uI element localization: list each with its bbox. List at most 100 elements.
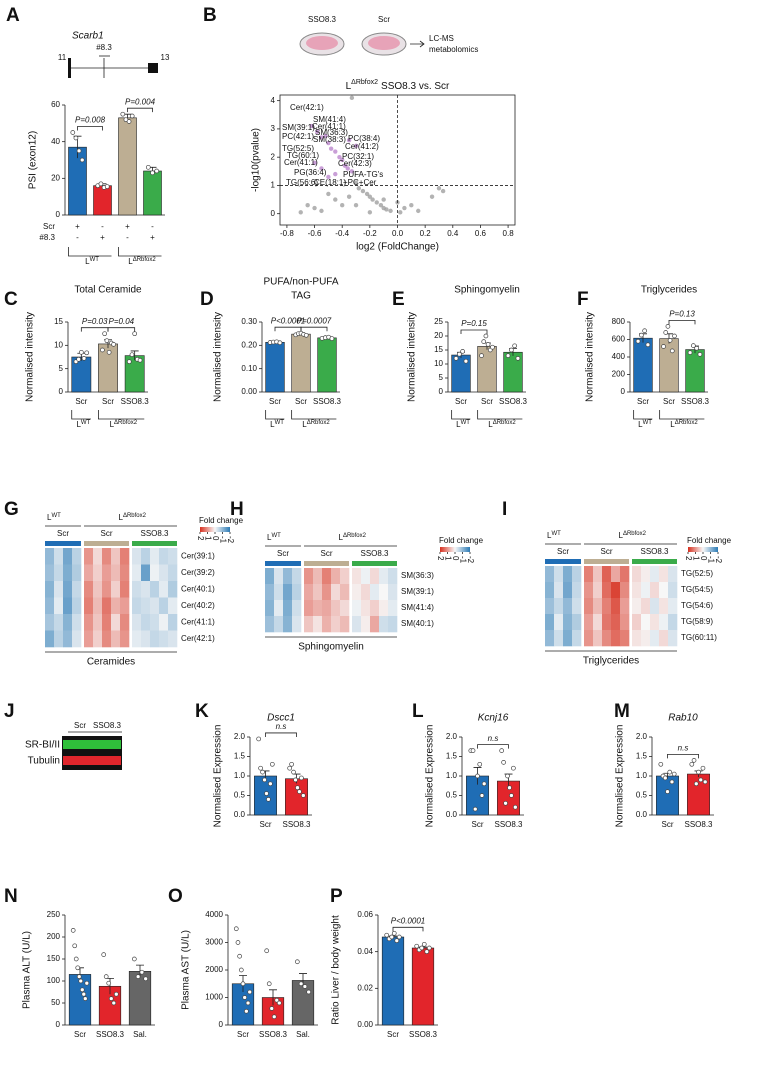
significance-bracket xyxy=(667,754,699,759)
x-tick-label: SSO8.3 xyxy=(409,1030,438,1039)
x-tick-label: SSO8.3 xyxy=(684,820,713,829)
data-point xyxy=(78,349,84,355)
significance-label: P=0.15 xyxy=(461,319,487,328)
heatmap-cell xyxy=(584,566,594,583)
heatmap-cell xyxy=(563,614,573,631)
heatmap-cell xyxy=(611,614,621,631)
group-label-base: L xyxy=(670,420,675,429)
heatmap-cell xyxy=(274,584,284,601)
heatmap-cell xyxy=(370,568,380,585)
data-point xyxy=(154,168,160,174)
data-point xyxy=(687,350,693,355)
row-label: Cer(40:2) xyxy=(181,601,215,610)
data-point xyxy=(402,205,407,211)
heatmap-cell xyxy=(361,600,371,617)
x-tick-label: Scr xyxy=(663,397,675,406)
heatmap-cell xyxy=(120,564,130,582)
panel-letter: J xyxy=(4,701,15,722)
heatmap-cell xyxy=(602,582,612,599)
heatmap-cell xyxy=(159,564,169,582)
data-point xyxy=(238,967,244,973)
significance-label: P<0.0001 xyxy=(271,316,305,325)
data-point xyxy=(312,205,317,211)
data-point xyxy=(391,930,397,936)
y-tick-label: 1.5 xyxy=(446,752,458,761)
chart-title: PUFA/non-PUFA xyxy=(263,277,338,288)
y-tick-label: 0.5 xyxy=(234,791,246,800)
heatmap-cell xyxy=(593,566,603,583)
heatmap-cell xyxy=(102,581,112,598)
heatmap-cell xyxy=(54,581,64,598)
heatmap-cell xyxy=(45,630,55,648)
data-point xyxy=(700,765,706,771)
heatmap-cell xyxy=(611,566,621,583)
data-point xyxy=(329,336,335,341)
lipid-label: CE(18:1) xyxy=(314,178,346,187)
panel-letter: G xyxy=(4,499,19,520)
heatmap-cell xyxy=(102,630,112,648)
y-axis-label: Normalised Expression xyxy=(615,725,626,828)
heatmap-cell xyxy=(63,614,73,631)
heatmap-cell xyxy=(265,616,275,633)
data-point xyxy=(315,129,320,134)
y-axis-label: Normalised Expression xyxy=(213,725,224,828)
data-point xyxy=(426,945,432,951)
y-axis-label: Normalised intensity xyxy=(213,312,224,402)
group-label-base: L xyxy=(76,420,81,429)
data-point xyxy=(409,203,414,208)
data-point xyxy=(440,188,446,194)
data-point xyxy=(463,358,469,364)
y-tick-label: 2 xyxy=(271,152,276,161)
heatmap-cell xyxy=(141,581,151,598)
supergroup-label-base: L xyxy=(547,531,552,540)
heatmap-cell xyxy=(331,568,341,585)
data-point xyxy=(70,928,76,933)
data-point xyxy=(111,342,116,347)
data-point xyxy=(78,978,84,984)
group-label-sup: WT xyxy=(81,420,91,426)
heatmap-cell xyxy=(63,548,73,565)
data-point xyxy=(511,765,516,771)
data-point xyxy=(436,186,442,191)
data-point xyxy=(697,352,703,357)
significance-label: P=0.04 xyxy=(109,317,135,326)
bar xyxy=(656,775,679,816)
heatmap-cell xyxy=(650,582,660,599)
data-point xyxy=(505,773,510,779)
data-point xyxy=(101,952,107,957)
data-point xyxy=(665,324,671,329)
group-label: LΔRbfox2 xyxy=(302,420,330,430)
data-point xyxy=(84,980,90,986)
data-point xyxy=(689,761,695,767)
heatmap-cell xyxy=(340,616,350,633)
heatmap-cell xyxy=(304,600,314,617)
data-point xyxy=(394,938,400,944)
heatmap-cell xyxy=(322,568,332,585)
data-point xyxy=(76,974,82,979)
data-point xyxy=(268,781,273,787)
blot-band xyxy=(63,756,121,765)
heatmap-cell xyxy=(159,548,169,565)
panel-letter: O xyxy=(168,886,183,907)
y-tick-label: 0.0 xyxy=(446,810,458,819)
significance-bracket xyxy=(274,326,302,332)
data-point xyxy=(137,357,143,363)
y-axis-label: Normalised intensity xyxy=(407,312,418,402)
group-bracket xyxy=(118,247,162,257)
row-label: TG(60:11) xyxy=(681,633,717,642)
data-point xyxy=(297,789,302,794)
colorbar-tick-label: 0 xyxy=(699,556,708,561)
exon-label: 13 xyxy=(161,53,170,62)
data-point xyxy=(326,140,331,146)
data-point xyxy=(661,344,666,349)
data-point xyxy=(102,331,107,337)
heatmap-cell xyxy=(168,564,178,582)
heatmap-cell xyxy=(120,581,130,598)
lipid-label: PC(32:1) xyxy=(342,152,374,161)
y-tick-label: 0.06 xyxy=(357,910,373,919)
heatmap-cell xyxy=(545,614,555,631)
data-point xyxy=(298,981,304,987)
significance-bracket xyxy=(265,732,297,737)
data-point xyxy=(269,761,275,767)
lipid-label: SM(39:1) xyxy=(282,123,315,132)
